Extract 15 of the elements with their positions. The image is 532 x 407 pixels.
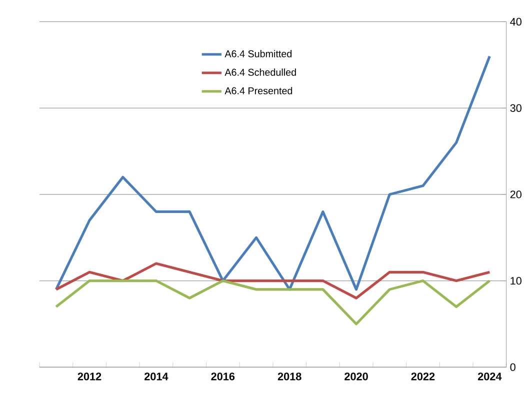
x-tick-label: 2016 — [211, 372, 235, 380]
x-tick-label: 2014 — [144, 372, 168, 380]
x-tick-label: 2020 — [344, 372, 368, 380]
legend-label: A6.4 Presented — [224, 87, 292, 94]
y-tick-label: 10 — [510, 277, 522, 285]
legend-label: A6.4 Schedulled — [224, 68, 296, 76]
x-tick-label: 2022 — [411, 372, 435, 380]
x-tick-label: 2012 — [78, 372, 102, 380]
y-tick-label: 40 — [510, 18, 522, 26]
x-tick-label: 2018 — [278, 372, 302, 380]
x-tick-label: 2024 — [478, 372, 502, 380]
legend-label: A6.4 Submitted — [224, 50, 292, 58]
y-tick-label: 0 — [510, 364, 516, 372]
y-tick-label: 20 — [510, 190, 522, 198]
y-tick-label: 30 — [510, 104, 522, 112]
